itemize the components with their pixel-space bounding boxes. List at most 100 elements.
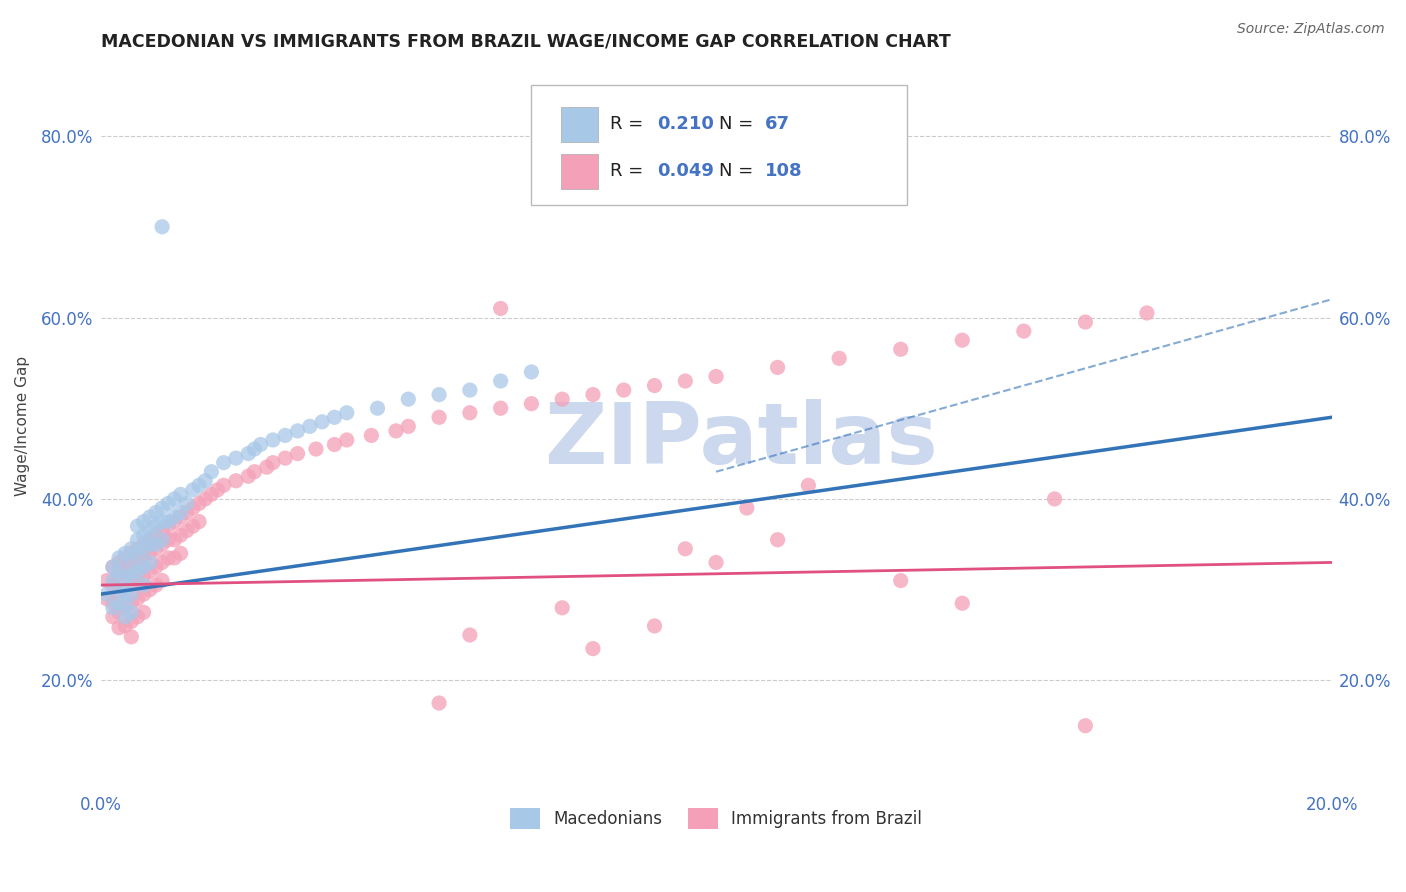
Point [243, 442, 266, 456]
Point [169, 528, 191, 542]
Text: MACEDONIAN VS IMMIGRANTS FROM BRAZIL WAGE/INCOME GAP CORRELATION CHART: MACEDONIAN VS IMMIGRANTS FROM BRAZIL WAG… [101, 33, 950, 51]
Point [127, 556, 149, 570]
Point [139, 537, 162, 551]
Text: R =: R = [610, 115, 650, 133]
Point [176, 524, 198, 538]
Point [101, 560, 124, 574]
Point [225, 474, 247, 488]
Point [101, 610, 124, 624]
Point [188, 496, 211, 510]
Point [114, 619, 136, 633]
Point [1136, 306, 1159, 320]
Point [1043, 491, 1066, 506]
Point [127, 546, 149, 560]
Point [127, 533, 149, 547]
Point [132, 569, 155, 583]
Point [176, 506, 198, 520]
Point [150, 533, 173, 547]
Point [127, 565, 149, 579]
Point [132, 587, 155, 601]
Point [163, 515, 186, 529]
Point [114, 582, 136, 597]
Point [274, 428, 297, 442]
Point [262, 456, 284, 470]
Point [336, 433, 359, 447]
Point [458, 383, 481, 397]
Point [157, 533, 180, 547]
Point [127, 574, 149, 588]
Point [163, 491, 186, 506]
Text: ZIPatlas: ZIPatlas [544, 400, 938, 483]
Point [766, 533, 789, 547]
Point [256, 460, 278, 475]
Point [120, 630, 142, 644]
Point [169, 506, 191, 520]
Point [139, 533, 162, 547]
Point [96, 587, 118, 601]
Point [249, 437, 271, 451]
Point [108, 582, 131, 597]
Point [181, 519, 204, 533]
Text: Source: ZipAtlas.com: Source: ZipAtlas.com [1237, 22, 1385, 37]
Point [188, 515, 211, 529]
Point [644, 378, 666, 392]
Point [176, 496, 198, 510]
Point [150, 556, 173, 570]
Text: 0.049: 0.049 [657, 162, 714, 180]
Point [101, 596, 124, 610]
Point [163, 533, 186, 547]
Point [127, 610, 149, 624]
Point [145, 541, 167, 556]
Point [150, 219, 173, 234]
Point [673, 374, 696, 388]
Point [157, 519, 180, 533]
Point [101, 578, 124, 592]
Point [127, 541, 149, 556]
Point [520, 397, 543, 411]
Point [287, 424, 309, 438]
Point [396, 419, 419, 434]
Point [212, 456, 235, 470]
Point [169, 487, 191, 501]
Point [704, 556, 727, 570]
Point [114, 596, 136, 610]
Point [427, 696, 450, 710]
Point [132, 578, 155, 592]
Point [613, 383, 636, 397]
Point [200, 487, 222, 501]
Text: 108: 108 [765, 162, 803, 180]
Point [163, 550, 186, 565]
Point [311, 415, 333, 429]
Point [305, 442, 328, 456]
FancyBboxPatch shape [561, 107, 598, 142]
Point [150, 537, 173, 551]
Point [427, 410, 450, 425]
Point [427, 387, 450, 401]
Point [120, 615, 142, 629]
Text: R =: R = [610, 162, 650, 180]
Point [489, 401, 512, 416]
Point [207, 483, 229, 497]
Point [132, 537, 155, 551]
Point [114, 565, 136, 579]
Point [108, 621, 131, 635]
Point [139, 546, 162, 560]
Point [797, 478, 820, 492]
Point [145, 506, 167, 520]
Point [114, 569, 136, 583]
Point [950, 333, 973, 347]
Point [298, 419, 321, 434]
Point [551, 392, 574, 406]
Point [673, 541, 696, 556]
FancyBboxPatch shape [561, 154, 598, 189]
Point [101, 600, 124, 615]
Point [114, 582, 136, 597]
Point [489, 374, 512, 388]
Point [139, 510, 162, 524]
Point [120, 587, 142, 601]
Point [120, 578, 142, 592]
Point [120, 556, 142, 570]
Point [336, 406, 359, 420]
Point [238, 446, 260, 460]
Point [950, 596, 973, 610]
